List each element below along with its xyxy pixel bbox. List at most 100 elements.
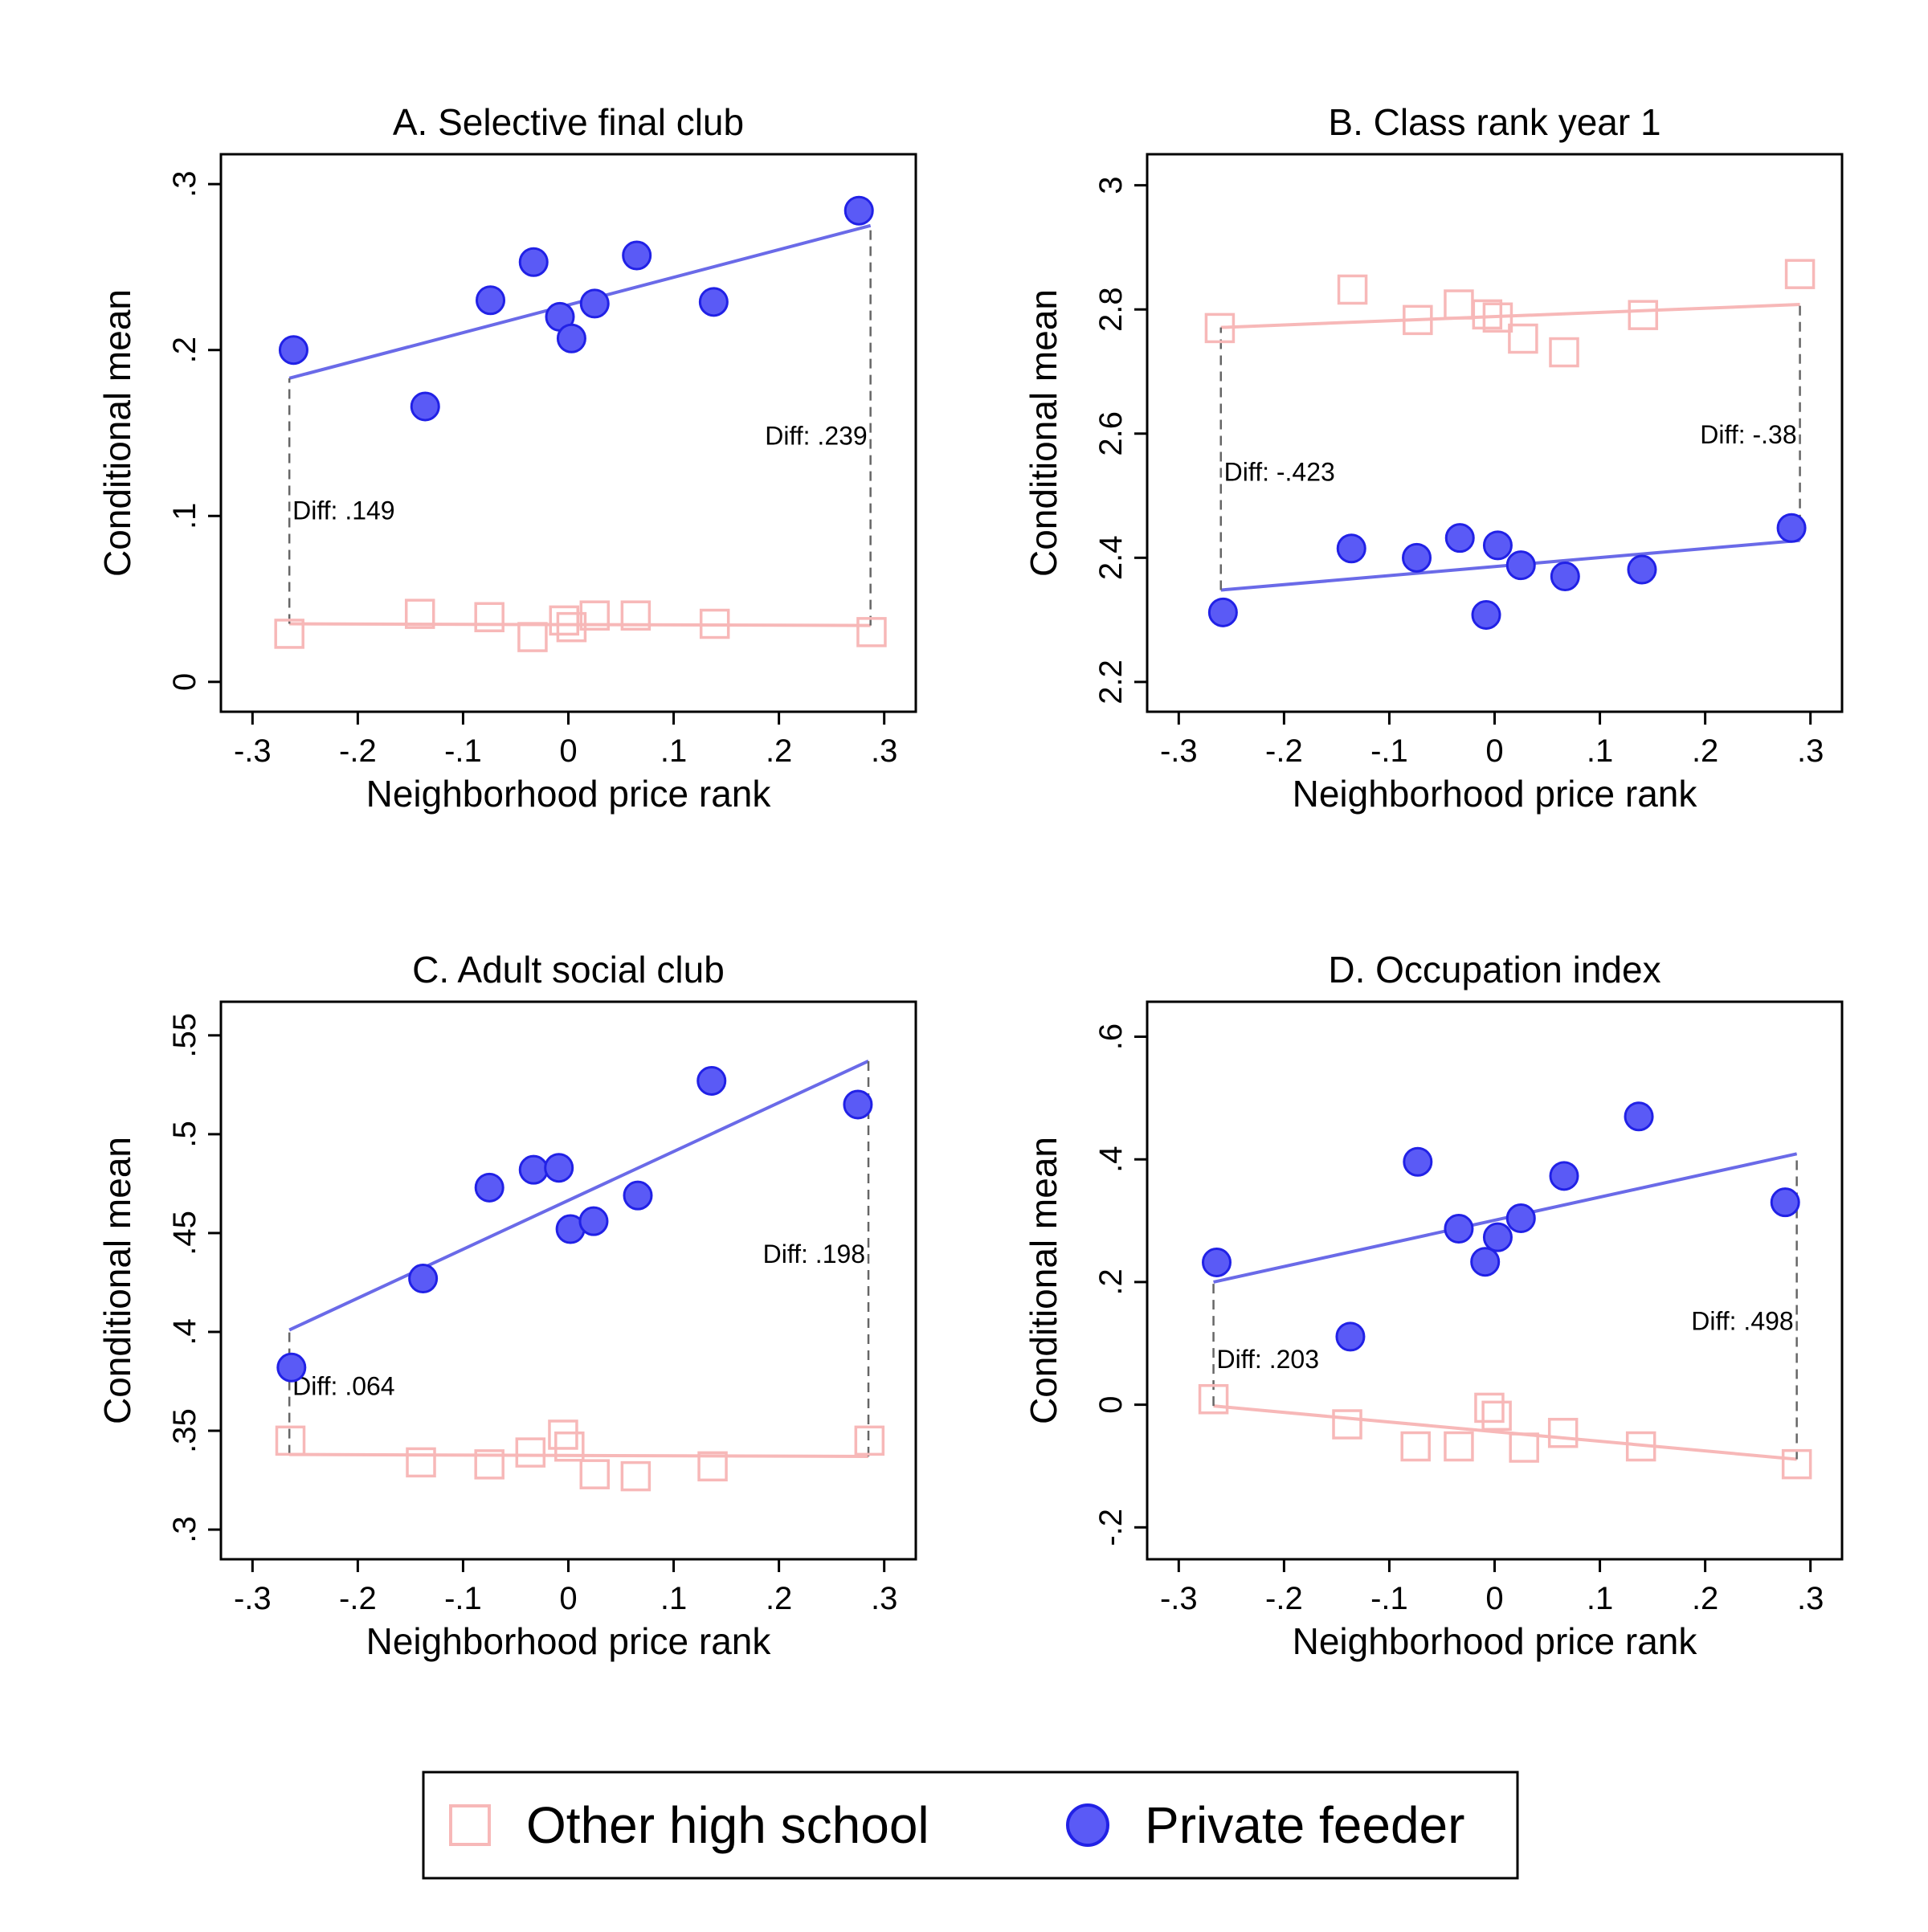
legend: Other high school Private feeder xyxy=(422,1771,1519,1880)
diff-label: Diff: .203 xyxy=(1217,1345,1319,1374)
x-tick-label: .3 xyxy=(871,733,897,769)
private-fit-line xyxy=(288,1060,869,1332)
x-tick-label: 0 xyxy=(1485,733,1503,769)
legend-other-label: Other high school xyxy=(526,1796,929,1854)
legend-box xyxy=(422,1771,1519,1880)
x-tick-label: 0 xyxy=(1485,1581,1503,1616)
other-point xyxy=(697,1451,728,1482)
panels: A. Selective final club -.3 -.2 -.1 0 .1 .2 .3 N… xyxy=(96,101,1844,1662)
other-point xyxy=(549,605,580,636)
other-point xyxy=(1549,337,1579,368)
other-point xyxy=(548,1419,578,1450)
y-tick-label: 2.4 xyxy=(1093,536,1129,581)
private-point xyxy=(1505,550,1536,581)
private-point xyxy=(622,240,652,271)
other-point xyxy=(1508,323,1538,354)
chart-panel-1: A. Selective final club -.3 -.2 -.1 0 .1 .2 .3 N… xyxy=(96,101,917,815)
diff-label: Diff: -.423 xyxy=(1224,458,1335,487)
other-fit-line xyxy=(289,1452,869,1459)
private-point xyxy=(1482,530,1513,561)
y-tick-label: .4 xyxy=(1093,1146,1129,1173)
x-tick-label: .3 xyxy=(1797,1581,1824,1616)
private-point xyxy=(1207,597,1238,627)
x-tick-label: -.2 xyxy=(339,733,377,769)
other-point xyxy=(274,619,304,649)
y-tick-label: .55 xyxy=(167,1013,202,1058)
private-point xyxy=(1776,513,1807,543)
other-point xyxy=(579,600,611,631)
chart-title: B. Class rank year 1 xyxy=(1328,101,1660,143)
chart-title: C. Adult social club xyxy=(412,949,725,991)
private-point xyxy=(698,287,729,317)
y-tick-label: 2.2 xyxy=(1093,660,1129,705)
private-fit-line xyxy=(1213,1152,1798,1284)
private-point xyxy=(1550,562,1580,592)
x-tick-label: .1 xyxy=(1587,733,1613,769)
other-point xyxy=(1444,1431,1474,1462)
other-point xyxy=(474,1449,504,1480)
private-point xyxy=(278,335,308,366)
x-tick-label: -.3 xyxy=(234,733,272,769)
private-point xyxy=(1505,1203,1536,1234)
other-point xyxy=(1332,1409,1362,1440)
x-tick-label: .3 xyxy=(1797,733,1824,769)
diff-label: Diff: .149 xyxy=(292,496,394,525)
private-point xyxy=(579,288,610,319)
y-tick-label: 3 xyxy=(1093,177,1129,194)
other-point xyxy=(854,1425,885,1456)
other-point xyxy=(406,1447,436,1478)
other-point xyxy=(1400,1431,1431,1462)
diff-label: Diff: .498 xyxy=(1691,1306,1793,1335)
private-point xyxy=(1444,523,1475,553)
private-point xyxy=(1444,1213,1474,1244)
other-point xyxy=(1781,1448,1812,1480)
private-point xyxy=(544,1153,574,1183)
private-point xyxy=(1482,1222,1513,1252)
other-point xyxy=(556,611,587,643)
other-point xyxy=(856,617,887,647)
y-axis-label: Conditional mean xyxy=(1023,289,1064,577)
y-axis-label: Conditional mean xyxy=(1023,1137,1064,1424)
y-tick-label: 0 xyxy=(1093,1395,1129,1413)
private-point xyxy=(1770,1187,1800,1218)
y-tick-label: 2.8 xyxy=(1093,287,1129,332)
other-fit-line xyxy=(1213,1404,1797,1461)
x-tick-label: .2 xyxy=(766,733,792,769)
y-tick-label: .2 xyxy=(167,337,202,363)
private-point xyxy=(410,391,440,422)
x-tick-label: -.2 xyxy=(1265,1581,1303,1616)
x-tick-label: -.3 xyxy=(1160,1581,1198,1616)
other-point xyxy=(620,600,652,631)
other-point xyxy=(1198,1383,1229,1415)
x-tick-label: .1 xyxy=(660,1581,687,1616)
chart-panel-3: C. Adult social club -.3 -.2 -.1 0 .1 .2 .3 Neig… xyxy=(96,949,917,1662)
diff-label: Diff: .198 xyxy=(763,1240,865,1268)
x-tick-label: 0 xyxy=(559,1581,577,1616)
private-point xyxy=(276,1352,307,1383)
x-tick-label: -.3 xyxy=(1160,733,1198,769)
y-tick-label: .2 xyxy=(1093,1268,1129,1295)
x-tick-label: -.2 xyxy=(1265,733,1303,769)
other-point xyxy=(1625,1431,1656,1462)
chart-panel-4: D. Occupation index -.3 -.2 -.1 0 .1 .2 .3 Neigh… xyxy=(1023,949,1844,1662)
chart-title: D. Occupation index xyxy=(1328,949,1660,991)
y-axis-label: Conditional mean xyxy=(96,289,138,577)
private-point xyxy=(1627,554,1657,585)
private-point xyxy=(843,1089,873,1120)
private-point xyxy=(474,1172,504,1203)
y-tick-label: .1 xyxy=(167,503,202,529)
x-axis-label: Neighborhood price rank xyxy=(366,1620,772,1662)
x-axis-label: Neighborhood price rank xyxy=(1293,773,1698,815)
private-point xyxy=(408,1264,439,1294)
other-point xyxy=(275,1425,306,1456)
private-point xyxy=(1403,1146,1433,1177)
private-point xyxy=(1202,1247,1232,1277)
y-tick-label: .4 xyxy=(167,1318,202,1345)
other-point xyxy=(474,602,504,633)
other-point xyxy=(1547,1417,1579,1448)
x-tick-label: .2 xyxy=(1692,733,1718,769)
private-point xyxy=(696,1065,727,1096)
y-tick-label: .3 xyxy=(167,1516,202,1542)
private-point xyxy=(476,285,506,316)
